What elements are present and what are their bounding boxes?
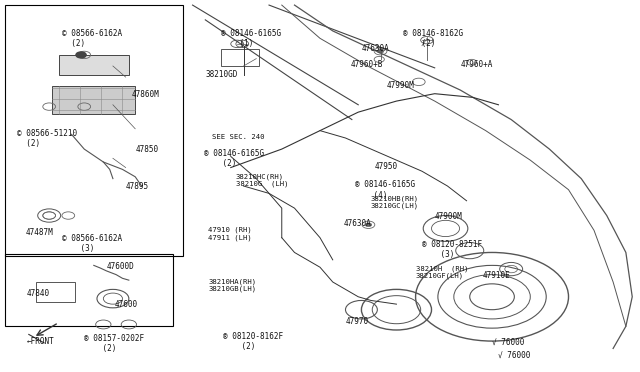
Text: ® 08146-6165G
    (2): ® 08146-6165G (2) (204, 149, 264, 169)
Bar (221, 49, 259, 66)
Text: © 08566-6162A
  (2): © 08566-6162A (2) (62, 29, 122, 48)
Text: 47840: 47840 (27, 289, 50, 298)
Text: 38210HB(RH)
38210GC(LH): 38210HB(RH) 38210GC(LH) (371, 195, 419, 209)
Bar (59, 55, 129, 75)
Text: SEE SEC. 240: SEE SEC. 240 (212, 134, 264, 140)
Text: √ 76000: √ 76000 (499, 350, 531, 359)
Text: © 08566-51210
  (2): © 08566-51210 (2) (17, 129, 77, 148)
Circle shape (365, 223, 372, 227)
Text: ® 08157-0202F
    (2): ® 08157-0202F (2) (84, 334, 145, 353)
Text: 47860M: 47860M (132, 90, 160, 99)
Text: 47895: 47895 (125, 182, 148, 191)
Text: 47910E: 47910E (483, 271, 510, 280)
Text: √ 76000: √ 76000 (492, 338, 524, 347)
Text: ® 08146-8162G
    (2): ® 08146-8162G (2) (403, 29, 463, 48)
Bar (36, 282, 75, 302)
Bar (52, 86, 135, 114)
Text: 47950: 47950 (374, 162, 397, 171)
Text: 47630A: 47630A (362, 44, 389, 53)
Circle shape (76, 52, 86, 58)
Bar (4, 254, 173, 326)
Text: 47960+A: 47960+A (460, 61, 493, 70)
Text: ® 08146-6165G
    (4): ® 08146-6165G (4) (355, 180, 415, 200)
Text: 38210H  (RH)
38210GF(LH): 38210H (RH) 38210GF(LH) (415, 265, 468, 279)
Text: 47487M: 47487M (26, 228, 53, 237)
Text: 47900M: 47900M (435, 212, 463, 221)
Text: 47600D: 47600D (106, 262, 134, 271)
Text: 47600: 47600 (115, 301, 138, 310)
Circle shape (378, 49, 384, 53)
Text: 47960+B: 47960+B (351, 60, 383, 69)
Text: 38210HA(RH)
38210GB(LH): 38210HA(RH) 38210GB(LH) (209, 278, 257, 292)
Text: 47910 (RH)
47911 (LH): 47910 (RH) 47911 (LH) (209, 227, 252, 241)
Text: 47630A: 47630A (344, 219, 371, 228)
Text: 38210HC(RH)
38210G  (LH): 38210HC(RH) 38210G (LH) (236, 173, 289, 187)
Text: 38210GD: 38210GD (205, 70, 237, 79)
Text: 47850: 47850 (135, 145, 158, 154)
Text: ® 08120-8162F
    (2): ® 08120-8162F (2) (223, 332, 284, 351)
Text: ® 08146-6165G
    (1): ® 08146-6165G (1) (221, 29, 282, 48)
Text: ←FRONT: ←FRONT (27, 337, 54, 346)
Text: © 08566-6162A
    (3): © 08566-6162A (3) (62, 234, 122, 253)
Bar (4, 5, 183, 256)
Text: 47990M: 47990M (387, 81, 415, 90)
Text: 47970: 47970 (346, 317, 369, 326)
Text: ® 08120-8251F
    (3): ® 08120-8251F (3) (422, 240, 482, 259)
